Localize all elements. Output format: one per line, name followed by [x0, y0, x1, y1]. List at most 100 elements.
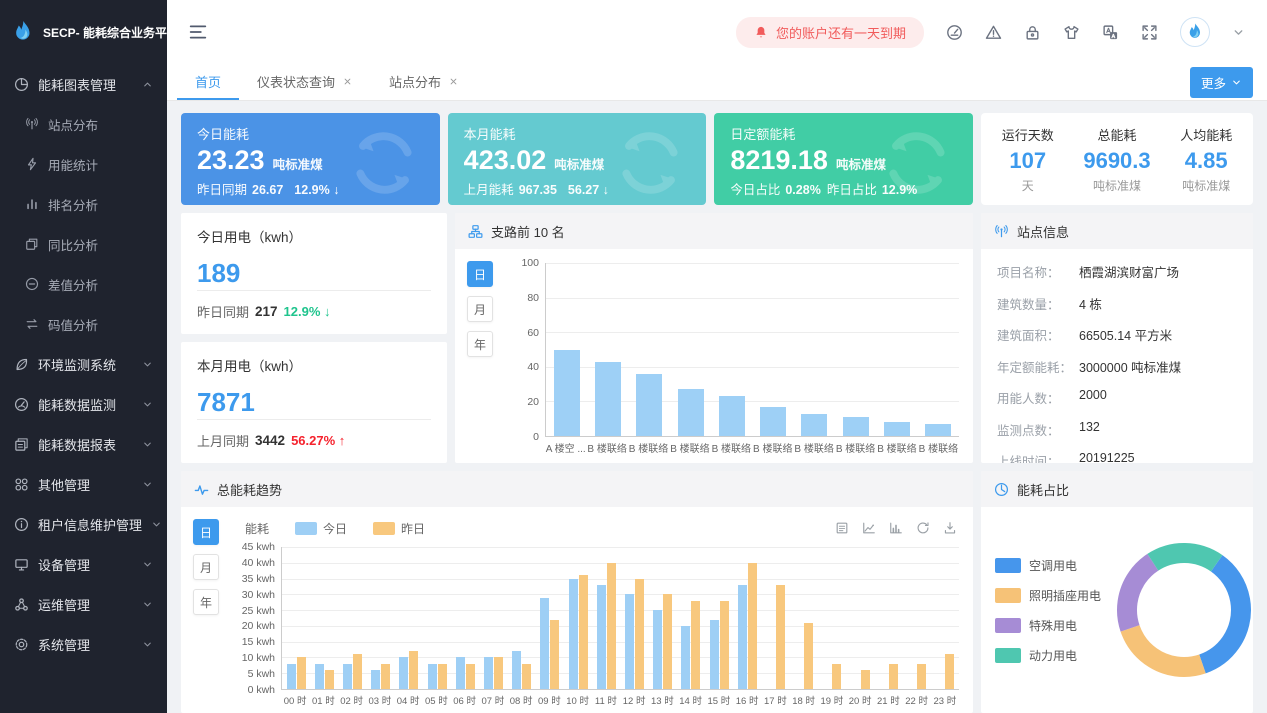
bar-group — [902, 547, 930, 689]
sidebar-subitem-同比分析[interactable]: 同比分析 — [0, 224, 167, 264]
y-tick-label: 10 kwh — [241, 652, 275, 665]
download-icon[interactable] — [943, 521, 957, 535]
bar-今日-00 时 — [286, 663, 296, 689]
pie-legend-item-空调用电[interactable]: 空调用电 — [995, 557, 1101, 574]
legend-item-今日[interactable]: 今日 — [295, 520, 347, 537]
bar-chart-icon[interactable] — [889, 521, 903, 535]
fullscreen-icon[interactable] — [1141, 24, 1158, 41]
period-toggle-日[interactable]: 日 — [193, 519, 219, 545]
sidebar-subitem-差值分析[interactable]: 差值分析 — [0, 264, 167, 304]
bar-今日-16 时 — [737, 584, 747, 689]
recycle-watermark-icon — [342, 121, 426, 205]
tab-label: 首页 — [195, 74, 222, 90]
x-tick-label: 08 时 — [509, 696, 533, 707]
lock-icon[interactable] — [1024, 24, 1041, 41]
antenna-icon — [994, 224, 1009, 239]
x-tick-label: 20 时 — [848, 696, 872, 707]
stat-footer-value: 0.28% — [785, 183, 821, 197]
collapse-menu-icon[interactable] — [189, 23, 207, 41]
y-tick-label: 0 — [533, 431, 539, 443]
today-power-panel: 今日用电（kwh） 189 昨日同期 217 12.9% ↓ — [181, 213, 447, 334]
y-axis-labels: 100 80 60 40 20 0 — [501, 257, 545, 443]
tab-首页[interactable]: 首页 — [177, 64, 240, 100]
pie-legend-chip — [995, 557, 1021, 573]
site-info-row: 建筑面积： 66505.14 平方米 — [997, 325, 1237, 344]
account-expiry-notice[interactable]: 您的账户还有一天到期 — [735, 16, 924, 48]
pie-slice-照明插座用电 — [1117, 543, 1252, 677]
sidebar-item-5[interactable]: 租户信息维护管理 — [0, 504, 167, 544]
warning-icon[interactable] — [985, 24, 1002, 41]
sidebar-item-2[interactable]: 能耗数据监测 — [0, 384, 167, 424]
y-tick-label: 25 kwh — [241, 604, 275, 617]
gridline — [282, 610, 959, 612]
period-toggle-日[interactable]: 日 — [467, 261, 493, 287]
chevron-down-icon — [142, 559, 153, 570]
sidebar-subitem-排名分析[interactable]: 排名分析 — [0, 184, 167, 224]
donut-chart — [1105, 531, 1253, 689]
x-tick-label: 09 时 — [538, 696, 561, 707]
sidebar-subitem-label: 用能统计 — [48, 158, 99, 173]
summary-unit: 吨标准煤 — [1092, 178, 1141, 193]
sidebar-subitem-用能统计[interactable]: 用能统计 — [0, 144, 167, 184]
sidebar-subitem-站点分布[interactable]: 站点分布 — [0, 104, 167, 144]
pie-legend-item-特殊用电[interactable]: 特殊用电 — [995, 617, 1101, 634]
trend-panel-title: 总能耗趋势 — [217, 482, 283, 498]
sidebar-item-0[interactable]: 能耗图表管理 — [0, 64, 167, 104]
site-info-header: 站点信息 — [981, 213, 1253, 249]
y-tick-label: 5 kwh — [247, 668, 275, 681]
period-toggle-月[interactable]: 月 — [193, 554, 219, 580]
bar-group — [564, 547, 592, 689]
period-toggle-月[interactable]: 月 — [467, 296, 493, 322]
stat-card-unit: 吨标准煤 — [272, 158, 323, 172]
site-info-value: 3000000 吨标准煤 — [1079, 360, 1182, 375]
legend-label: 昨日 — [401, 521, 426, 536]
sidebar-item-label: 能耗数据监测 — [38, 397, 117, 413]
summary-item-0: 运行天数 107 天 — [1002, 125, 1054, 194]
close-icon[interactable] — [448, 76, 459, 87]
sidebar-item-4[interactable]: 其他管理 — [0, 464, 167, 504]
stat-card-value-row: 8219.18 吨标准煤 — [730, 145, 957, 176]
bar-昨日-03 时 — [381, 663, 391, 689]
stat-card-footer: 今日占比 0.28% 昨日占比 12.9% — [730, 179, 957, 198]
sidebar-item-6[interactable]: 设备管理 — [0, 544, 167, 584]
bar-今日-11 时 — [596, 584, 606, 689]
period-toggle-年[interactable]: 年 — [467, 331, 493, 357]
bar-今日-02 时 — [343, 663, 352, 689]
tab-站点分布[interactable]: 站点分布 — [371, 64, 477, 100]
swap-icon — [25, 317, 39, 331]
divider — [197, 419, 431, 420]
bar-group — [536, 547, 564, 689]
period-toggle-年[interactable]: 年 — [193, 589, 219, 615]
legend-item-昨日[interactable]: 昨日 — [373, 520, 425, 537]
pie-legend-item-照明插座用电[interactable]: 照明插座用电 — [995, 587, 1101, 604]
gauge-icon[interactable] — [946, 24, 963, 41]
sidebar-item-8[interactable]: 系统管理 — [0, 624, 167, 664]
bar-今日-14 时 — [681, 625, 691, 689]
sidebar-item-7[interactable]: 运维管理 — [0, 584, 167, 624]
legend-label: 今日 — [323, 521, 348, 536]
translate-icon[interactable] — [1102, 24, 1119, 41]
avatar[interactable] — [1180, 17, 1210, 47]
sidebar-subitem-码值分析[interactable]: 码值分析 — [0, 304, 167, 344]
bar-支路前 10 名-B 楼联络 — [718, 396, 745, 436]
chevron-down-icon[interactable] — [1232, 26, 1245, 39]
bar-group — [649, 547, 677, 689]
pie-legend-item-动力用电[interactable]: 动力用电 — [995, 647, 1101, 664]
sidebar-item-1[interactable]: 环境监测系统 — [0, 344, 167, 384]
theme-icon[interactable] — [1063, 24, 1080, 41]
middle-row: 今日用电（kwh） 189 昨日同期 217 12.9% ↓ 本月用电（kwh）… — [181, 213, 1253, 463]
bar-group — [423, 547, 451, 689]
stat-footer-label: 今日占比 — [730, 183, 781, 197]
more-button[interactable]: 更多 — [1189, 66, 1253, 98]
tab-仪表状态查询[interactable]: 仪表状态查询 — [239, 64, 371, 100]
bar-昨日-07 时 — [494, 657, 504, 689]
stat-card-value: 8219.18 — [730, 145, 828, 175]
sidebar-subitem-label: 差值分析 — [48, 278, 99, 293]
data-view-icon[interactable] — [835, 521, 849, 535]
refresh-icon[interactable] — [916, 521, 930, 535]
close-icon[interactable] — [342, 76, 353, 87]
sidebar-item-3[interactable]: 能耗数据报表 — [0, 424, 167, 464]
bar-group — [670, 263, 711, 436]
line-chart-icon[interactable] — [862, 521, 876, 535]
stat-footer-value: 56.27 ↓ — [567, 183, 609, 197]
